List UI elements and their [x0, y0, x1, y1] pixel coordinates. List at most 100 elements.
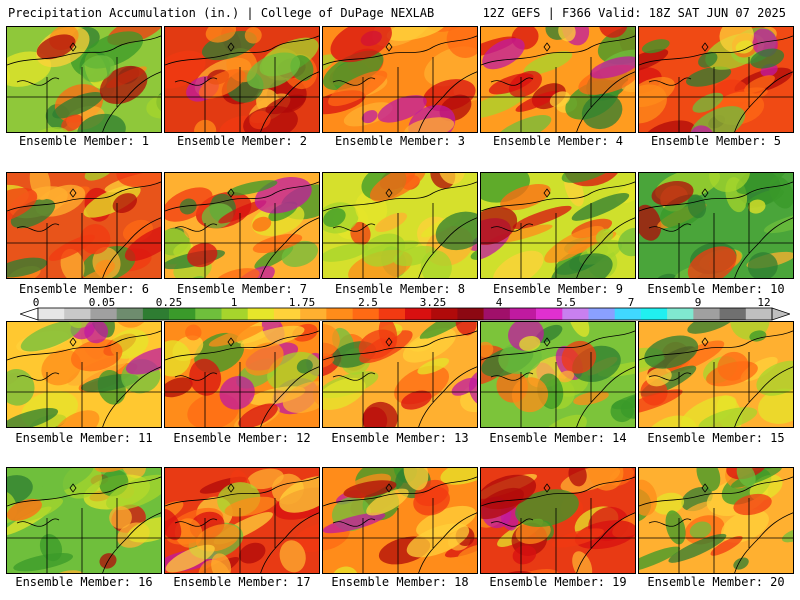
ensemble-member-label: Ensemble Member: 16 — [15, 575, 153, 589]
precip-blob — [208, 325, 264, 347]
precip-blob — [595, 228, 614, 244]
precip-blob — [651, 181, 694, 206]
map-boundary-line — [648, 518, 692, 527]
precip-blob — [109, 506, 132, 529]
precip-blob — [561, 340, 597, 374]
precip-blob — [698, 51, 718, 68]
precip-blob — [244, 342, 284, 376]
map-boundary-line — [481, 330, 635, 361]
colorbar-swatch — [378, 308, 406, 320]
precip-blob — [644, 415, 697, 427]
precip-blob — [599, 27, 628, 38]
precip-blob — [254, 244, 294, 270]
map-boundary-line — [639, 476, 793, 507]
station-marker-icon — [543, 337, 551, 347]
precip-blob — [572, 551, 593, 573]
precip-blob — [611, 388, 635, 410]
ensemble-member-label: Ensemble Member: 17 — [173, 575, 311, 589]
map-boundary-line — [165, 181, 319, 212]
precip-blob — [218, 200, 267, 224]
precip-blob — [226, 180, 278, 196]
precip-blob — [639, 84, 667, 124]
precip-blob — [323, 377, 366, 411]
precip-blob — [512, 545, 537, 565]
precip-blob — [488, 73, 534, 95]
precip-blob — [435, 211, 477, 251]
station-marker-icon — [385, 188, 393, 198]
colorbar-swatch — [562, 308, 589, 320]
colorbar-border — [37, 307, 773, 321]
precip-blob — [781, 528, 793, 543]
ensemble-member-label: Ensemble Member: 13 — [331, 431, 469, 445]
precip-blob — [281, 240, 318, 267]
precip-blob — [404, 117, 455, 132]
precip-blob — [747, 252, 778, 278]
colorbar-swatch — [247, 308, 275, 320]
station-marker-icon — [701, 188, 709, 198]
map-boundary-line — [332, 518, 376, 527]
precip-blob — [444, 535, 477, 558]
precip-blob — [481, 341, 494, 358]
map-boundary-line — [490, 77, 534, 86]
colorbar-swatch — [273, 308, 301, 320]
precip-blob — [409, 338, 434, 352]
ensemble-member-label: Ensemble Member: 8 — [334, 282, 466, 296]
precip-blob — [457, 543, 477, 566]
precip-blob — [386, 27, 446, 41]
precip-blob — [7, 368, 35, 406]
precip-field — [639, 322, 793, 427]
colorbar-swatch — [326, 308, 353, 320]
precip-blob — [493, 250, 544, 278]
precip-blob — [185, 324, 202, 341]
precip-field — [165, 176, 319, 278]
ensemble-map-7 — [164, 172, 320, 279]
ensemble-member-label: Ensemble Member: 7 — [176, 282, 308, 296]
precip-blob — [763, 211, 793, 234]
precip-blob — [401, 390, 432, 410]
precip-blob — [238, 403, 278, 427]
precip-blob — [53, 410, 100, 427]
ensemble-member-label: Ensemble Member: 10 — [647, 282, 785, 296]
precip-blob — [323, 353, 335, 369]
colorbar-tick-label: 0.25 — [155, 296, 183, 309]
precip-blob — [561, 173, 619, 183]
precip-blob — [726, 468, 769, 480]
ensemble-member-label: Ensemble Member: 9 — [492, 282, 624, 296]
precip-blob — [641, 120, 696, 132]
precip-blob — [438, 173, 466, 185]
precip-blob — [127, 516, 161, 543]
precip-blob — [61, 114, 83, 132]
precip-blob — [48, 234, 95, 261]
colorbar-swatch — [431, 308, 458, 320]
ensemble-map-17 — [164, 467, 320, 574]
ensemble-map-5 — [638, 26, 794, 133]
map-boundary-line — [490, 372, 534, 381]
colorbar-swatch — [221, 308, 249, 320]
precip-blob — [369, 173, 426, 202]
precip-blob — [323, 54, 336, 76]
precip-blob — [375, 212, 408, 233]
precip-blob — [735, 40, 754, 54]
colorbar-tick-label: 1.75 — [288, 296, 316, 309]
map-boundary-line — [639, 35, 793, 66]
station-marker-icon — [385, 42, 393, 52]
colorbar-swatch — [614, 308, 642, 320]
station-marker-icon — [69, 337, 77, 347]
precip-blob — [183, 219, 203, 240]
map-boundary-line — [7, 330, 161, 361]
ensemble-map-2 — [164, 26, 320, 133]
precip-field — [7, 27, 161, 132]
station-marker-icon — [227, 337, 235, 347]
precip-blob — [750, 48, 785, 69]
ensemble-map-4 — [480, 26, 636, 133]
precip-blob — [252, 216, 272, 232]
precip-blob — [730, 322, 770, 340]
precip-blob — [515, 90, 560, 112]
precip-blob — [618, 227, 635, 257]
precip-blob — [323, 208, 346, 228]
colorbar-swatch — [300, 308, 327, 320]
precip-blob — [393, 245, 437, 267]
map-boundary-line — [165, 476, 319, 507]
precip-field — [481, 322, 635, 427]
precip-blob — [84, 322, 109, 344]
